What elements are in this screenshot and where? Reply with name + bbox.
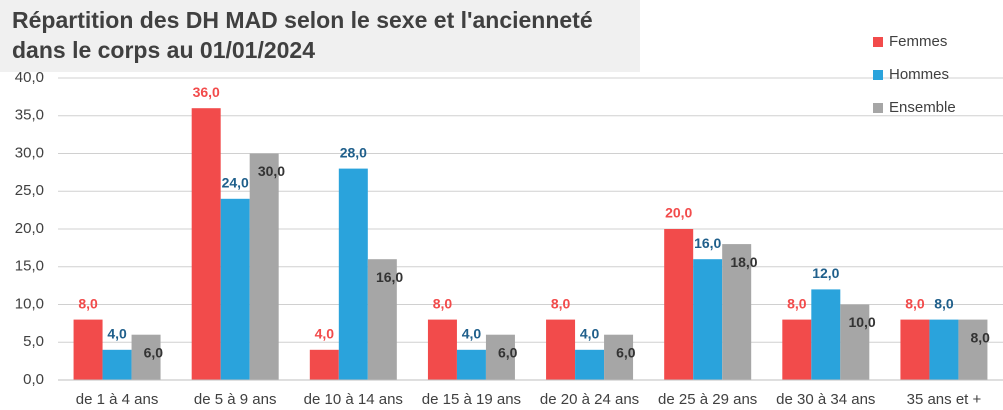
bar bbox=[131, 334, 161, 380]
value-label: 24,0 bbox=[222, 175, 249, 191]
value-label: 4,0 bbox=[462, 326, 482, 342]
x-tick-label: de 30 à 34 ans bbox=[776, 391, 875, 408]
bar bbox=[782, 319, 812, 380]
value-label: 18,0 bbox=[730, 254, 757, 270]
value-label: 4,0 bbox=[107, 326, 127, 342]
bar bbox=[456, 349, 486, 380]
x-tick-label: de 10 à 14 ans bbox=[304, 391, 403, 408]
value-label: 6,0 bbox=[498, 344, 518, 360]
value-label: 6,0 bbox=[144, 344, 164, 360]
y-tick-label: 35,0 bbox=[15, 107, 44, 124]
x-tick-label: 35 ans et + bbox=[907, 391, 982, 408]
bar bbox=[427, 319, 457, 380]
value-label: 8,0 bbox=[787, 295, 807, 311]
value-label: 8,0 bbox=[551, 295, 571, 311]
bar bbox=[575, 349, 605, 380]
legend-swatch bbox=[873, 37, 883, 47]
y-tick-label: 20,0 bbox=[15, 220, 44, 237]
bar bbox=[102, 349, 132, 380]
x-tick-label: de 1 à 4 ans bbox=[76, 391, 159, 408]
value-label: 4,0 bbox=[580, 326, 600, 342]
legend-swatch bbox=[873, 70, 883, 80]
legend-swatch bbox=[873, 103, 883, 113]
bar bbox=[338, 168, 368, 380]
legend-label: Femmes bbox=[889, 33, 947, 50]
bar bbox=[485, 334, 515, 380]
x-tick-label: de 25 à 29 ans bbox=[658, 391, 757, 408]
title-box bbox=[0, 0, 640, 72]
y-tick-label: 10,0 bbox=[15, 295, 44, 312]
value-label: 36,0 bbox=[193, 84, 220, 100]
bar bbox=[900, 319, 930, 380]
y-tick-label: 0,0 bbox=[23, 371, 44, 388]
y-tick-label: 5,0 bbox=[23, 333, 44, 350]
value-label: 8,0 bbox=[905, 295, 925, 311]
bar bbox=[722, 244, 752, 380]
bar bbox=[546, 319, 576, 380]
bar bbox=[693, 259, 723, 380]
value-label: 10,0 bbox=[848, 314, 875, 330]
bar bbox=[73, 319, 103, 380]
value-label: 16,0 bbox=[694, 235, 721, 251]
bar bbox=[929, 319, 959, 380]
value-label: 12,0 bbox=[812, 265, 839, 281]
value-label: 8,0 bbox=[78, 295, 98, 311]
bar bbox=[664, 229, 694, 380]
x-tick-label: de 20 à 24 ans bbox=[540, 391, 639, 408]
bar bbox=[309, 349, 339, 380]
value-label: 8,0 bbox=[934, 295, 954, 311]
bar bbox=[249, 153, 279, 380]
value-label: 8,0 bbox=[970, 329, 990, 345]
value-label: 8,0 bbox=[433, 295, 453, 311]
value-label: 16,0 bbox=[376, 269, 403, 285]
value-label: 28,0 bbox=[340, 144, 367, 160]
value-label: 4,0 bbox=[315, 326, 335, 342]
chart-title: Répartition des DH MAD selon le sexe et … bbox=[12, 7, 593, 63]
y-tick-label: 40,0 bbox=[15, 69, 44, 86]
value-label: 6,0 bbox=[616, 344, 636, 360]
legend-label: Ensemble bbox=[889, 99, 956, 116]
bar bbox=[367, 259, 397, 380]
bar bbox=[811, 289, 841, 380]
y-tick-label: 30,0 bbox=[15, 144, 44, 161]
legend-label: Hommes bbox=[889, 66, 949, 83]
bar bbox=[604, 334, 634, 380]
value-label: 30,0 bbox=[258, 163, 285, 179]
x-tick-label: de 15 à 19 ans bbox=[422, 391, 521, 408]
x-tick-label: de 5 à 9 ans bbox=[194, 391, 277, 408]
value-label: 20,0 bbox=[665, 205, 692, 221]
bar bbox=[840, 304, 870, 380]
y-tick-label: 15,0 bbox=[15, 258, 44, 275]
y-tick-label: 25,0 bbox=[15, 182, 44, 199]
bar bbox=[220, 198, 250, 380]
bar bbox=[958, 319, 988, 380]
bar bbox=[191, 108, 221, 380]
